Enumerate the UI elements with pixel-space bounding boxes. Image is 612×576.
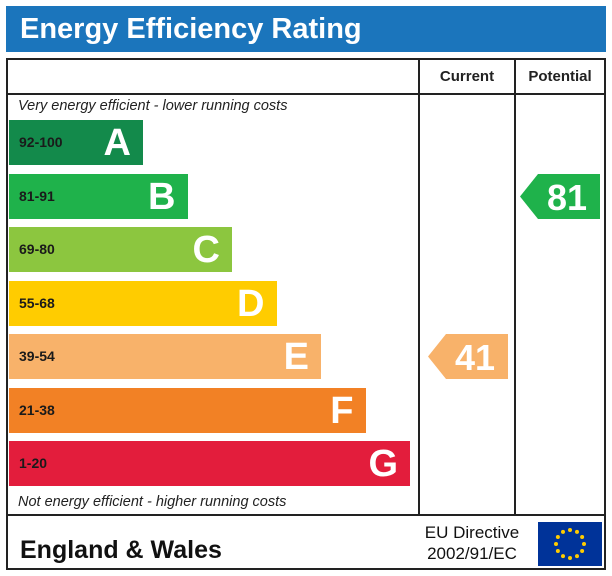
directive-line-1: EU Directive	[424, 523, 520, 542]
inefficient-note: Not energy efficient - higher running co…	[18, 494, 287, 510]
band-range-label: 21-38	[19, 401, 55, 418]
band-range-label: 39-54	[19, 348, 55, 364]
band-f: 21-38 F	[9, 387, 366, 433]
flag-star	[568, 556, 572, 560]
potential-header: Potential	[528, 68, 592, 85]
band-g: 1-20 G	[9, 441, 410, 486]
flag-star	[580, 535, 585, 539]
page-title: Energy Efficiency Rating	[20, 13, 362, 45]
band-range-label: 1-20	[19, 455, 48, 471]
band-range-label: 55-68	[19, 294, 55, 311]
rating-value: 81	[547, 177, 587, 218]
band-e: 39-54 E	[9, 334, 321, 379]
potential-rating-arrow: 81	[520, 173, 600, 219]
divider-current-right	[514, 60, 516, 516]
band-letter-label: A	[103, 122, 131, 164]
directive-line-2: 2002/91/EC	[427, 544, 517, 563]
flag-star	[582, 542, 586, 546]
band-range-label: 92-100	[19, 134, 63, 150]
header-divider	[8, 93, 604, 95]
band-letter-label: C	[192, 229, 220, 271]
divider-current-left	[418, 60, 420, 516]
band-d: 55-68 D	[9, 280, 277, 326]
current-header: Current	[439, 68, 495, 85]
flag-star	[568, 528, 572, 532]
flag-star	[580, 549, 585, 553]
band-letter-label: G	[368, 443, 398, 485]
rating-value: 41	[455, 337, 495, 378]
efficient-note: Very energy efficient - lower running co…	[18, 98, 288, 114]
band-a: 92-100 A	[9, 120, 143, 165]
flag-star	[561, 529, 565, 534]
flag-star	[575, 529, 579, 534]
current-rating-arrow: 41	[428, 334, 508, 379]
band-range-label: 69-80	[19, 241, 55, 257]
band-letter-label: D	[237, 282, 265, 325]
region-label: England & Wales	[20, 536, 222, 564]
band-c: 69-80 C	[9, 227, 232, 272]
band-letter-label: B	[148, 175, 176, 218]
rating-arrow-shape	[520, 173, 600, 219]
flag-star	[554, 542, 558, 546]
band-letter-label: F	[330, 389, 354, 432]
band-b: 81-91 B	[9, 173, 188, 219]
eu-directive: EU Directive 2002/91/EC	[412, 522, 532, 564]
flag-star	[555, 549, 560, 553]
eu-flag-icon	[538, 522, 602, 566]
rating-frame: Current Potential Very energy efficient …	[6, 58, 606, 570]
flag-star	[561, 554, 565, 559]
band-range-label: 81-91	[19, 187, 55, 204]
flag-star	[575, 554, 579, 559]
band-letter-label: E	[283, 336, 309, 378]
rating-arrow-shape	[428, 334, 508, 379]
footer-divider	[8, 514, 604, 516]
title-bar: Energy Efficiency Rating	[6, 6, 606, 52]
flag-star	[555, 535, 560, 539]
